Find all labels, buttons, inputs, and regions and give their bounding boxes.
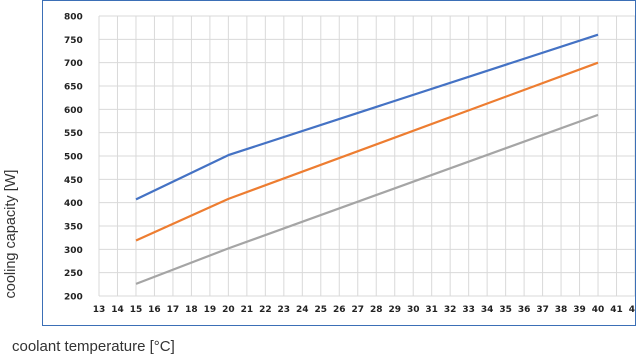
x-tick-label: 15 [130, 305, 143, 315]
x-tick-label: 21 [241, 305, 254, 315]
y-tick-label: 800 [64, 13, 83, 23]
series-line-1 [135, 33, 599, 201]
x-tick-label: 23 [278, 305, 291, 315]
y-tick-labels: 200 250 300 350 400 450 500 550 600 650 700 750 800 [64, 13, 83, 303]
series-line-2 [135, 61, 599, 242]
x-tick-label: 18 [185, 305, 198, 315]
horizontal-gridlines [99, 15, 635, 297]
x-tick-label: 19 [204, 305, 217, 315]
x-tick-label: 28 [370, 305, 383, 315]
x-tick-label: 33 [462, 305, 475, 315]
x-tick-label: 35 [499, 305, 512, 315]
x-tick-label: 27 [351, 305, 364, 315]
y-tick-label: 700 [64, 59, 83, 69]
x-tick-labels: 13 14 15 16 17 18 19 20 21 22 23 24 25 26 27 28 29 30 31 32… [93, 305, 635, 315]
y-axis-label: cooling capacity [W] [3, 169, 19, 299]
x-tick-label: 40 [592, 305, 605, 315]
x-tick-label: 34 [481, 305, 494, 315]
series-line-3 [135, 113, 599, 285]
x-tick-label: 41 [610, 305, 623, 315]
chart-frame: 200 250 300 350 400 450 500 550 600 650 700 750 800 … [42, 0, 636, 326]
x-tick-label: 32 [444, 305, 457, 315]
y-tick-label: 200 [64, 293, 83, 303]
x-tick-label: 39 [573, 305, 586, 315]
x-tick-label: 13 [93, 305, 106, 315]
x-tick-label: 20 [222, 305, 235, 315]
y-tick-label: 650 [64, 83, 83, 93]
x-tick-label: 42 [629, 305, 635, 315]
y-tick-label: 600 [64, 106, 83, 116]
series-layer [135, 33, 599, 285]
y-tick-label: 750 [64, 36, 83, 46]
y-tick-label: 500 [64, 153, 83, 163]
y-tick-label: 250 [64, 269, 83, 279]
x-tick-label: 16 [148, 305, 161, 315]
y-tick-label: 400 [64, 199, 83, 209]
x-tick-label: 30 [407, 305, 420, 315]
x-tick-label: 25 [315, 305, 328, 315]
x-tick-label: 29 [388, 305, 401, 315]
y-tick-label: 450 [64, 176, 83, 186]
x-tick-label: 22 [259, 305, 272, 315]
y-tick-label: 300 [64, 246, 83, 256]
x-axis-label: coolant temperature [°C] [12, 338, 175, 355]
x-tick-label: 26 [333, 305, 346, 315]
x-tick-label: 24 [296, 305, 309, 315]
x-tick-label: 38 [555, 305, 568, 315]
y-tick-label: 550 [64, 129, 83, 139]
x-tick-label: 14 [111, 305, 124, 315]
x-tick-label: 37 [536, 305, 549, 315]
x-tick-label: 31 [425, 305, 438, 315]
line-chart: 200250300350400450500550600650700750800 … [64, 13, 635, 315]
y-tick-label: 350 [64, 223, 83, 233]
x-tick-label: 36 [518, 305, 531, 315]
x-tick-label: 17 [167, 305, 180, 315]
